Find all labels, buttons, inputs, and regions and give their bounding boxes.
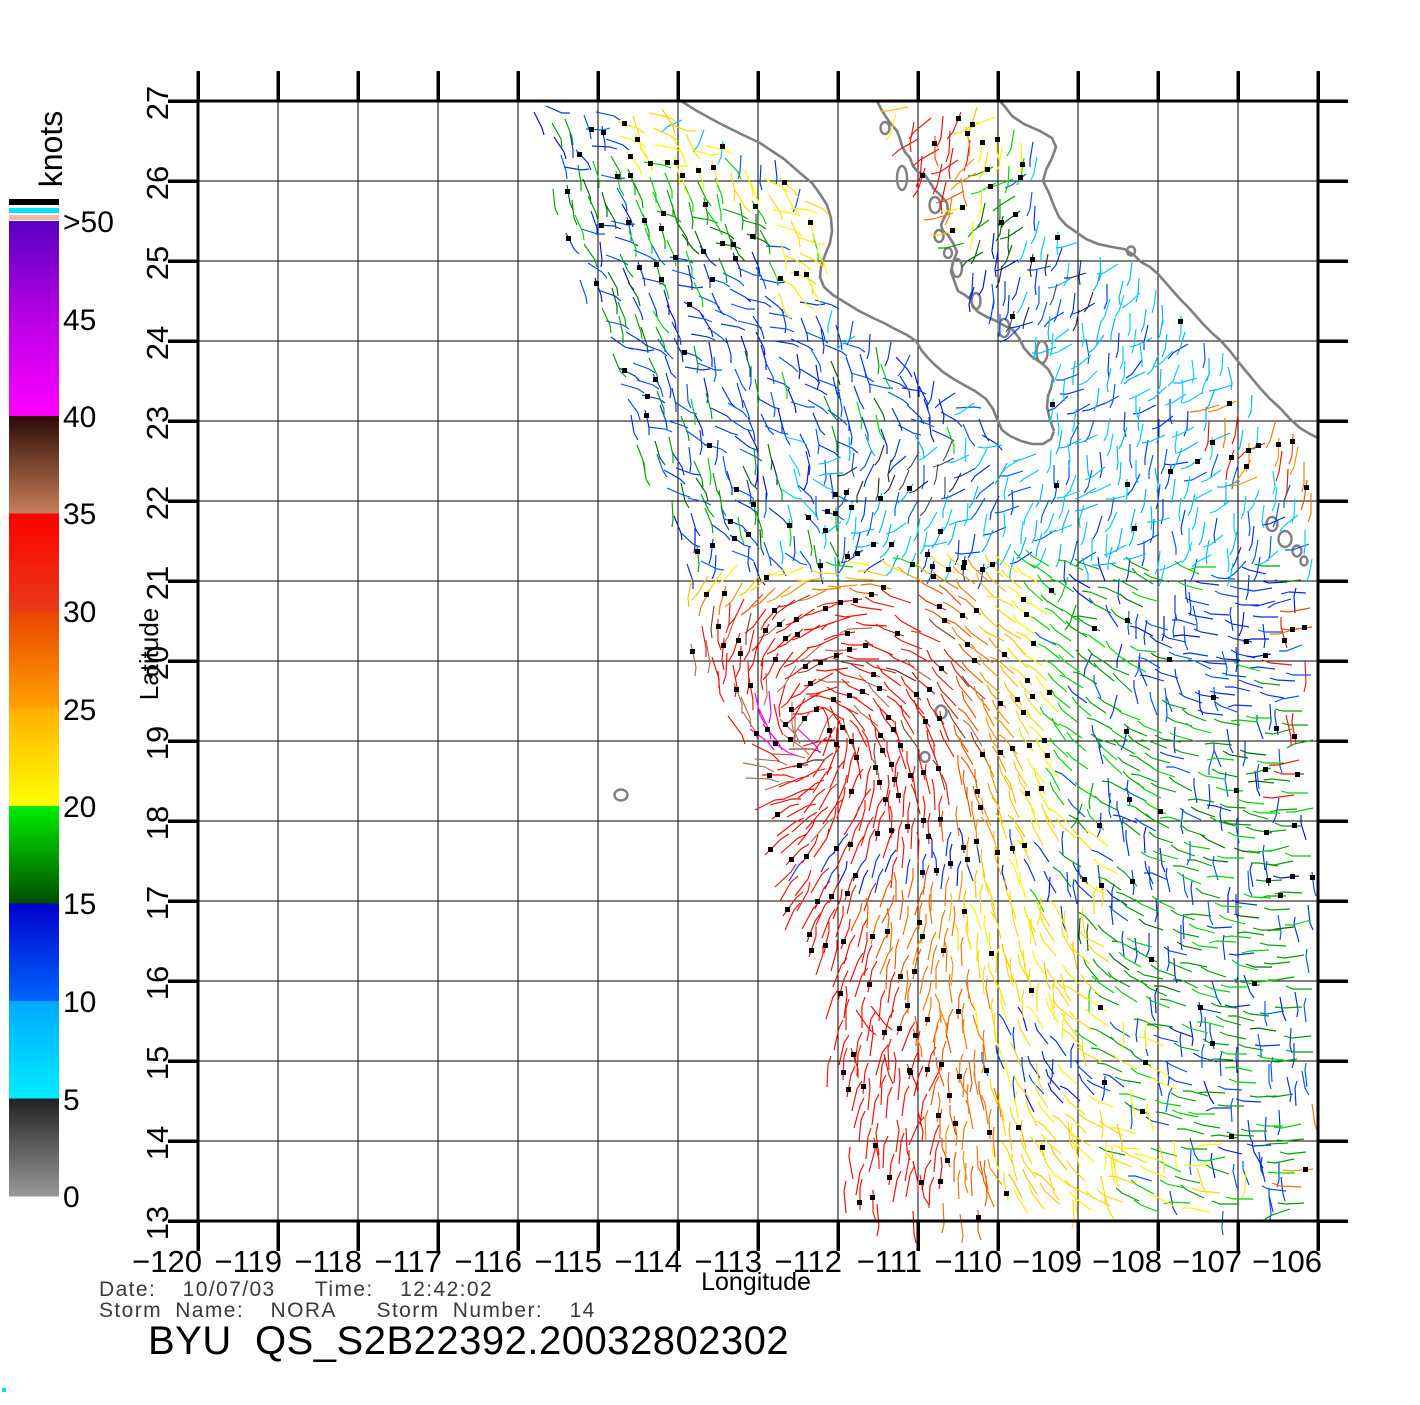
svg-text:−120: −120 (132, 1244, 202, 1279)
svg-text:−118: −118 (294, 1244, 362, 1279)
svg-text:14: 14 (140, 1126, 175, 1160)
svg-text:16: 16 (140, 966, 175, 1000)
svg-text:15: 15 (63, 888, 96, 921)
svg-text:−115: −115 (534, 1244, 602, 1279)
svg-text:knots: knots (33, 111, 69, 187)
svg-text:20: 20 (63, 791, 96, 824)
svg-text:18: 18 (140, 806, 175, 840)
svg-text:0: 0 (63, 1181, 80, 1214)
svg-text:−111: −111 (857, 1244, 922, 1279)
svg-text:BYU QS_S2B22392.20032802302: BYU QS_S2B22392.20032802302 (148, 1319, 789, 1363)
svg-text:−108: −108 (1092, 1244, 1162, 1279)
svg-text:−117: −117 (374, 1244, 442, 1279)
svg-text:30: 30 (63, 596, 96, 629)
svg-text:23: 23 (140, 406, 175, 440)
svg-text:−112: −112 (774, 1244, 842, 1279)
svg-text:24: 24 (140, 326, 175, 360)
svg-text:40: 40 (63, 401, 96, 434)
svg-text:21: 21 (140, 566, 175, 600)
svg-text:−110: −110 (934, 1244, 1002, 1279)
svg-text:27: 27 (140, 86, 175, 120)
svg-text:−109: −109 (1012, 1244, 1082, 1279)
svg-text:−119: −119 (214, 1244, 282, 1279)
svg-text:10: 10 (63, 986, 96, 1019)
svg-text:−114: −114 (614, 1244, 682, 1279)
svg-text:−107: −107 (1172, 1244, 1242, 1279)
svg-text:Longitude: Longitude (701, 1268, 811, 1296)
svg-text:−106: −106 (1252, 1244, 1322, 1279)
svg-text:Storm Name: NORA Storm Numb: Storm Name: NORA Storm Number: 14 (99, 1299, 596, 1322)
svg-text:>50: >50 (63, 206, 114, 239)
svg-text:20: 20 (140, 646, 175, 680)
svg-text:Latitude: Latitude (134, 608, 164, 701)
svg-text:26: 26 (140, 166, 175, 200)
svg-text:−113: −113 (694, 1244, 762, 1279)
svg-text:19: 19 (140, 726, 175, 760)
svg-text:22: 22 (140, 486, 175, 520)
svg-text:5: 5 (63, 1084, 80, 1117)
svg-text:45: 45 (63, 304, 96, 337)
svg-text:15: 15 (140, 1046, 175, 1080)
svg-text:35: 35 (63, 498, 96, 531)
svg-text:13: 13 (140, 1206, 175, 1240)
svg-text:Date: 10/07/03 Time: 12:42: Date: 10/07/03 Time: 12:42:02 (99, 1278, 493, 1301)
svg-text:17: 17 (140, 886, 175, 920)
svg-text:25: 25 (63, 694, 96, 727)
svg-text:25: 25 (140, 246, 175, 280)
svg-text:−116: −116 (454, 1244, 522, 1279)
